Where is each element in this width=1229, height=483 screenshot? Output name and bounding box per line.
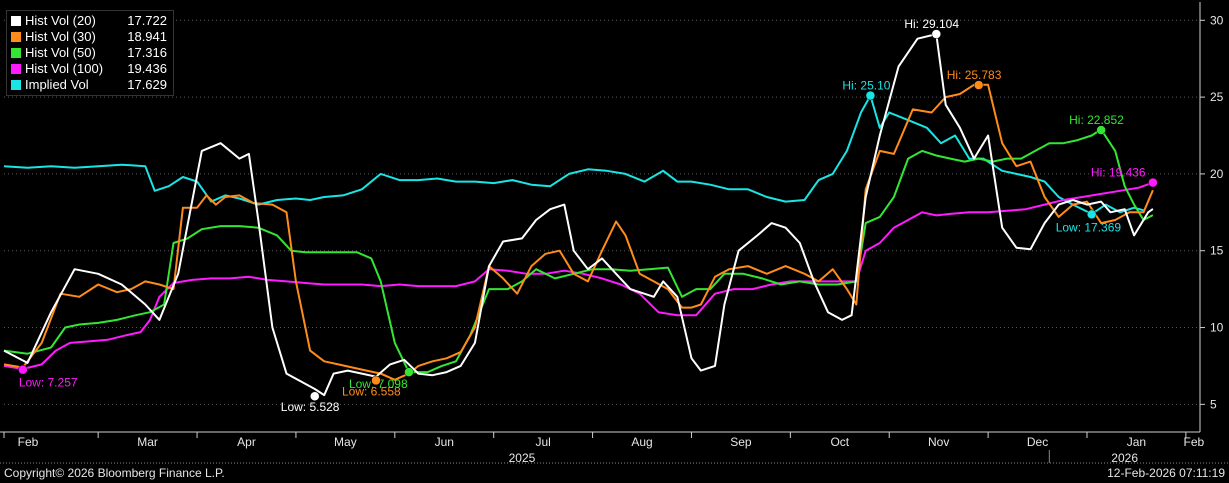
- x-tick-label: Dec: [1027, 435, 1048, 449]
- y-tick-label: 30: [1210, 13, 1224, 27]
- legend: Hist Vol (20) 17.722 Hist Vol (30) 18.94…: [6, 10, 174, 96]
- extreme-marker: [1096, 125, 1106, 135]
- x-tick-label: Jan: [1127, 435, 1146, 449]
- extreme-label: Low: 6.558: [342, 384, 401, 398]
- legend-item-hist-vol-100: Hist Vol (100) 19.436: [11, 61, 167, 77]
- x-tick-label: Aug: [631, 435, 652, 449]
- legend-label: Hist Vol (30): [25, 29, 96, 44]
- legend-swatch: [11, 80, 21, 90]
- legend-item-hist-vol-50: Hist Vol (50) 17.316: [11, 45, 167, 61]
- series-line-hist-vol-50: [3, 128, 1154, 374]
- series-line-hist-vol-20: [3, 33, 1154, 397]
- legend-item-implied-vol: Implied Vol 17.629: [11, 77, 167, 93]
- extreme-marker: [1086, 209, 1097, 220]
- legend-item-hist-vol-30: Hist Vol (30) 18.941: [11, 29, 167, 45]
- extreme-marker: [865, 90, 876, 101]
- y-tick-label: 10: [1210, 321, 1224, 335]
- y-tick-label: 25: [1210, 90, 1224, 104]
- extreme-marker: [1148, 177, 1158, 188]
- x-tick-label: Sep: [730, 435, 752, 449]
- copyright-text: Copyright© 2026 Bloomberg Finance L.P.: [4, 466, 225, 480]
- extreme-label: Hi: 19.436: [1091, 166, 1146, 180]
- legend-value: 17.316: [127, 45, 167, 60]
- extreme-label: Hi: 25.10: [842, 79, 890, 93]
- x-tick-label: May: [334, 435, 357, 449]
- series-line-hist-vol-30: [3, 83, 1154, 381]
- extreme-label: Hi: 22.852: [1069, 113, 1124, 127]
- x-tick-label: Jun: [435, 435, 454, 449]
- legend-swatch: [11, 32, 21, 42]
- x-tick-label: Feb: [1184, 435, 1205, 449]
- annotation-layer: Hi: 29.104 Hi: 25.783 Hi: 25.10 Hi: 22.852 H…: [18, 17, 1158, 414]
- grid-lines: [4, 19, 1200, 405]
- x-tick-label: Jul: [535, 435, 550, 449]
- legend-swatch: [11, 16, 21, 26]
- x-tick-label: Mar: [137, 435, 158, 449]
- extreme-marker: [310, 391, 320, 401]
- legend-label: Hist Vol (20): [25, 13, 96, 28]
- extreme-marker: [371, 375, 381, 386]
- x-tick-label: Feb: [18, 435, 39, 449]
- y-tick-label: 15: [1210, 244, 1224, 258]
- y-tick-label: 5: [1210, 397, 1217, 411]
- legend-label: Hist Vol (100): [25, 61, 104, 76]
- year-label: 2025: [509, 451, 536, 465]
- legend-value: 18.941: [127, 29, 167, 44]
- x-tick-label: Oct: [830, 435, 849, 449]
- extreme-label: Low: 17.369: [1056, 220, 1122, 234]
- legend-item-hist-vol-20: Hist Vol (20) 17.722: [11, 13, 167, 29]
- y-tick-label: 20: [1210, 167, 1224, 181]
- extreme-marker: [973, 80, 984, 90]
- legend-swatch: [11, 64, 21, 74]
- legend-swatch: [11, 48, 21, 58]
- legend-value: 19.436: [127, 61, 167, 76]
- extreme-label: Low: 7.257: [19, 376, 78, 390]
- legend-label: Implied Vol: [25, 77, 89, 92]
- extreme-marker: [931, 29, 942, 39]
- extreme-label: Low: 5.528: [281, 400, 340, 414]
- extreme-marker: [404, 367, 414, 377]
- timestamp-text: 12-Feb-2026 07:11:19: [1107, 466, 1225, 480]
- legend-label: Hist Vol (50): [25, 45, 96, 60]
- x-tick-label: Nov: [928, 435, 949, 449]
- series-layer: [3, 33, 1154, 397]
- x-tick-label: Apr: [237, 435, 256, 449]
- extreme-label: Hi: 29.104: [904, 17, 959, 31]
- extreme-label: Hi: 25.783: [947, 68, 1002, 82]
- legend-value: 17.629: [127, 77, 167, 92]
- year-label: 2026: [1111, 451, 1138, 465]
- extreme-marker: [18, 364, 28, 375]
- legend-value: 17.722: [127, 13, 167, 28]
